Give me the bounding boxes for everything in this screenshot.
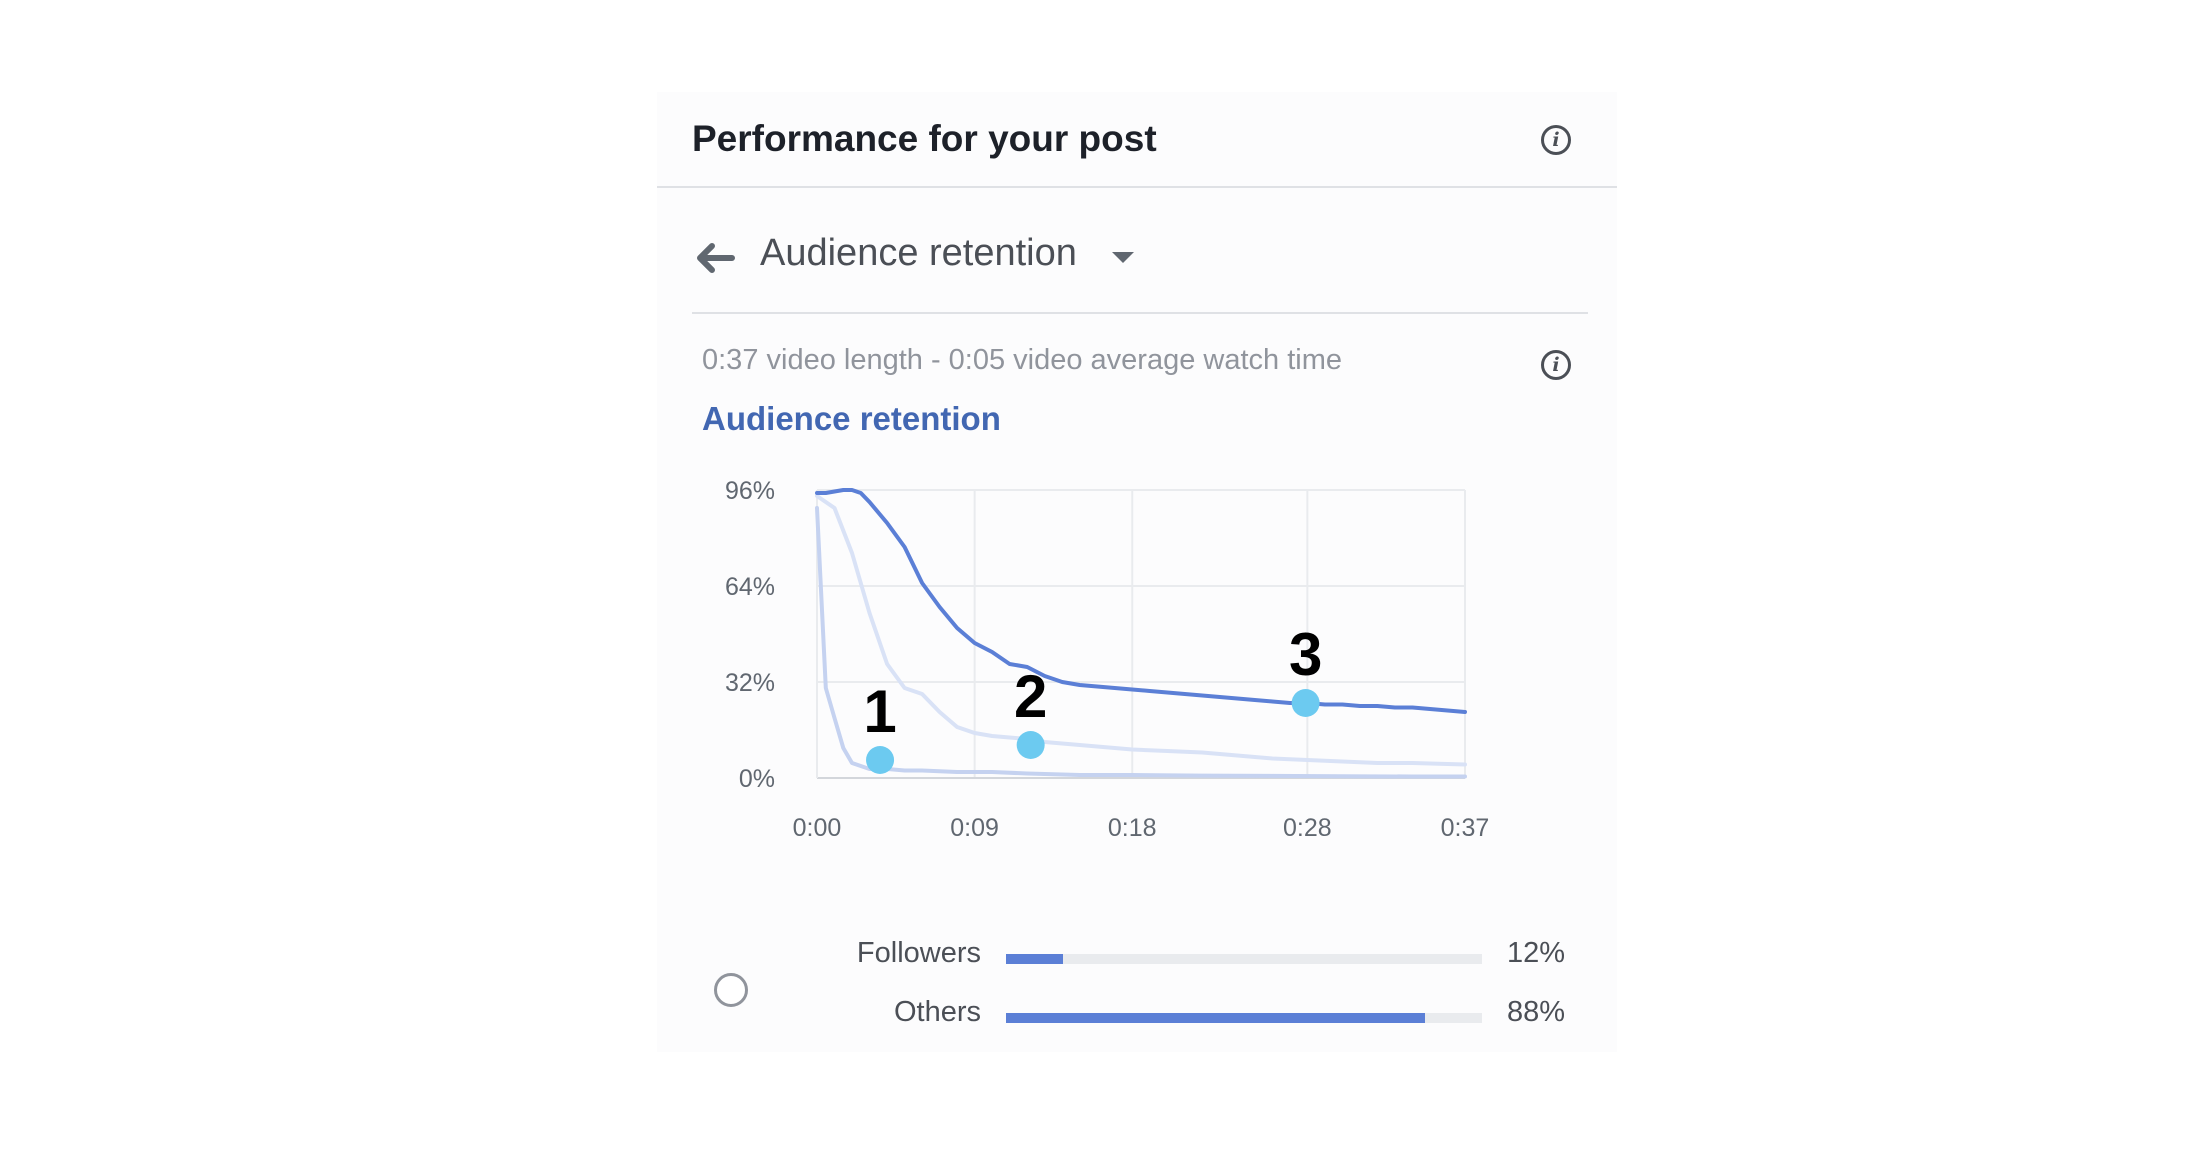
section-title: Audience retention [702,400,1001,437]
y-tick-label: 96% [725,477,775,505]
bar-label-others: Others [893,996,981,1028]
info-icon[interactable]: i [1541,350,1571,380]
bar-value-others: 88% [1507,996,1566,1028]
annotation-marker-3 [1291,689,1320,717]
y-tick-label: 32% [725,669,775,697]
x-tick-label: 0:28 [1283,814,1332,842]
y-tick-label: 0% [739,765,775,793]
caret-down-icon[interactable] [1110,250,1136,266]
audience-radio-button[interactable] [714,973,748,1007]
metric-dropdown-label[interactable]: Audience retention [760,232,1077,274]
x-tick-label: 0:09 [950,814,999,842]
annotation-marker-2 [1016,731,1045,759]
video-summary: 0:37 video length - 0:05 video average w… [702,344,1343,376]
retention-chart: 0% 32% 64% 96% 0:00 0:09 0:18 0:28 0:37 1 2 3 [725,477,1490,842]
x-tick-label: 0:00 [793,814,842,842]
x-tick-label: 0:18 [1108,814,1157,842]
metric-selector-row: Audience retention [692,232,1588,314]
bar-track-followers [1006,954,1482,964]
series-line-2 [815,494,1467,767]
annotation-label-1: 1 [863,678,896,745]
card-header: Performance for your post i [657,92,1617,188]
annotation-label-3: 3 [1289,621,1322,688]
back-arrow-icon[interactable] [692,236,736,280]
x-tick-label: 0:37 [1441,814,1490,842]
annotation-label-2: 2 [1014,663,1047,730]
series-line-1 [815,488,1467,714]
series-line-3 [815,506,1467,779]
performance-card: Performance for your post i Audience ret… [657,92,1617,1052]
bar-track-others [1006,1013,1482,1023]
info-icon[interactable]: i [1541,125,1571,155]
bar-label-followers: Followers [856,937,981,969]
bar-value-followers: 12% [1507,937,1566,969]
bar-fill-others [1006,1013,1425,1023]
bar-fill-followers [1006,954,1064,964]
y-tick-label: 64% [725,573,775,601]
annotation-marker-1 [866,746,895,774]
card-title: Performance for your post [692,118,1157,159]
